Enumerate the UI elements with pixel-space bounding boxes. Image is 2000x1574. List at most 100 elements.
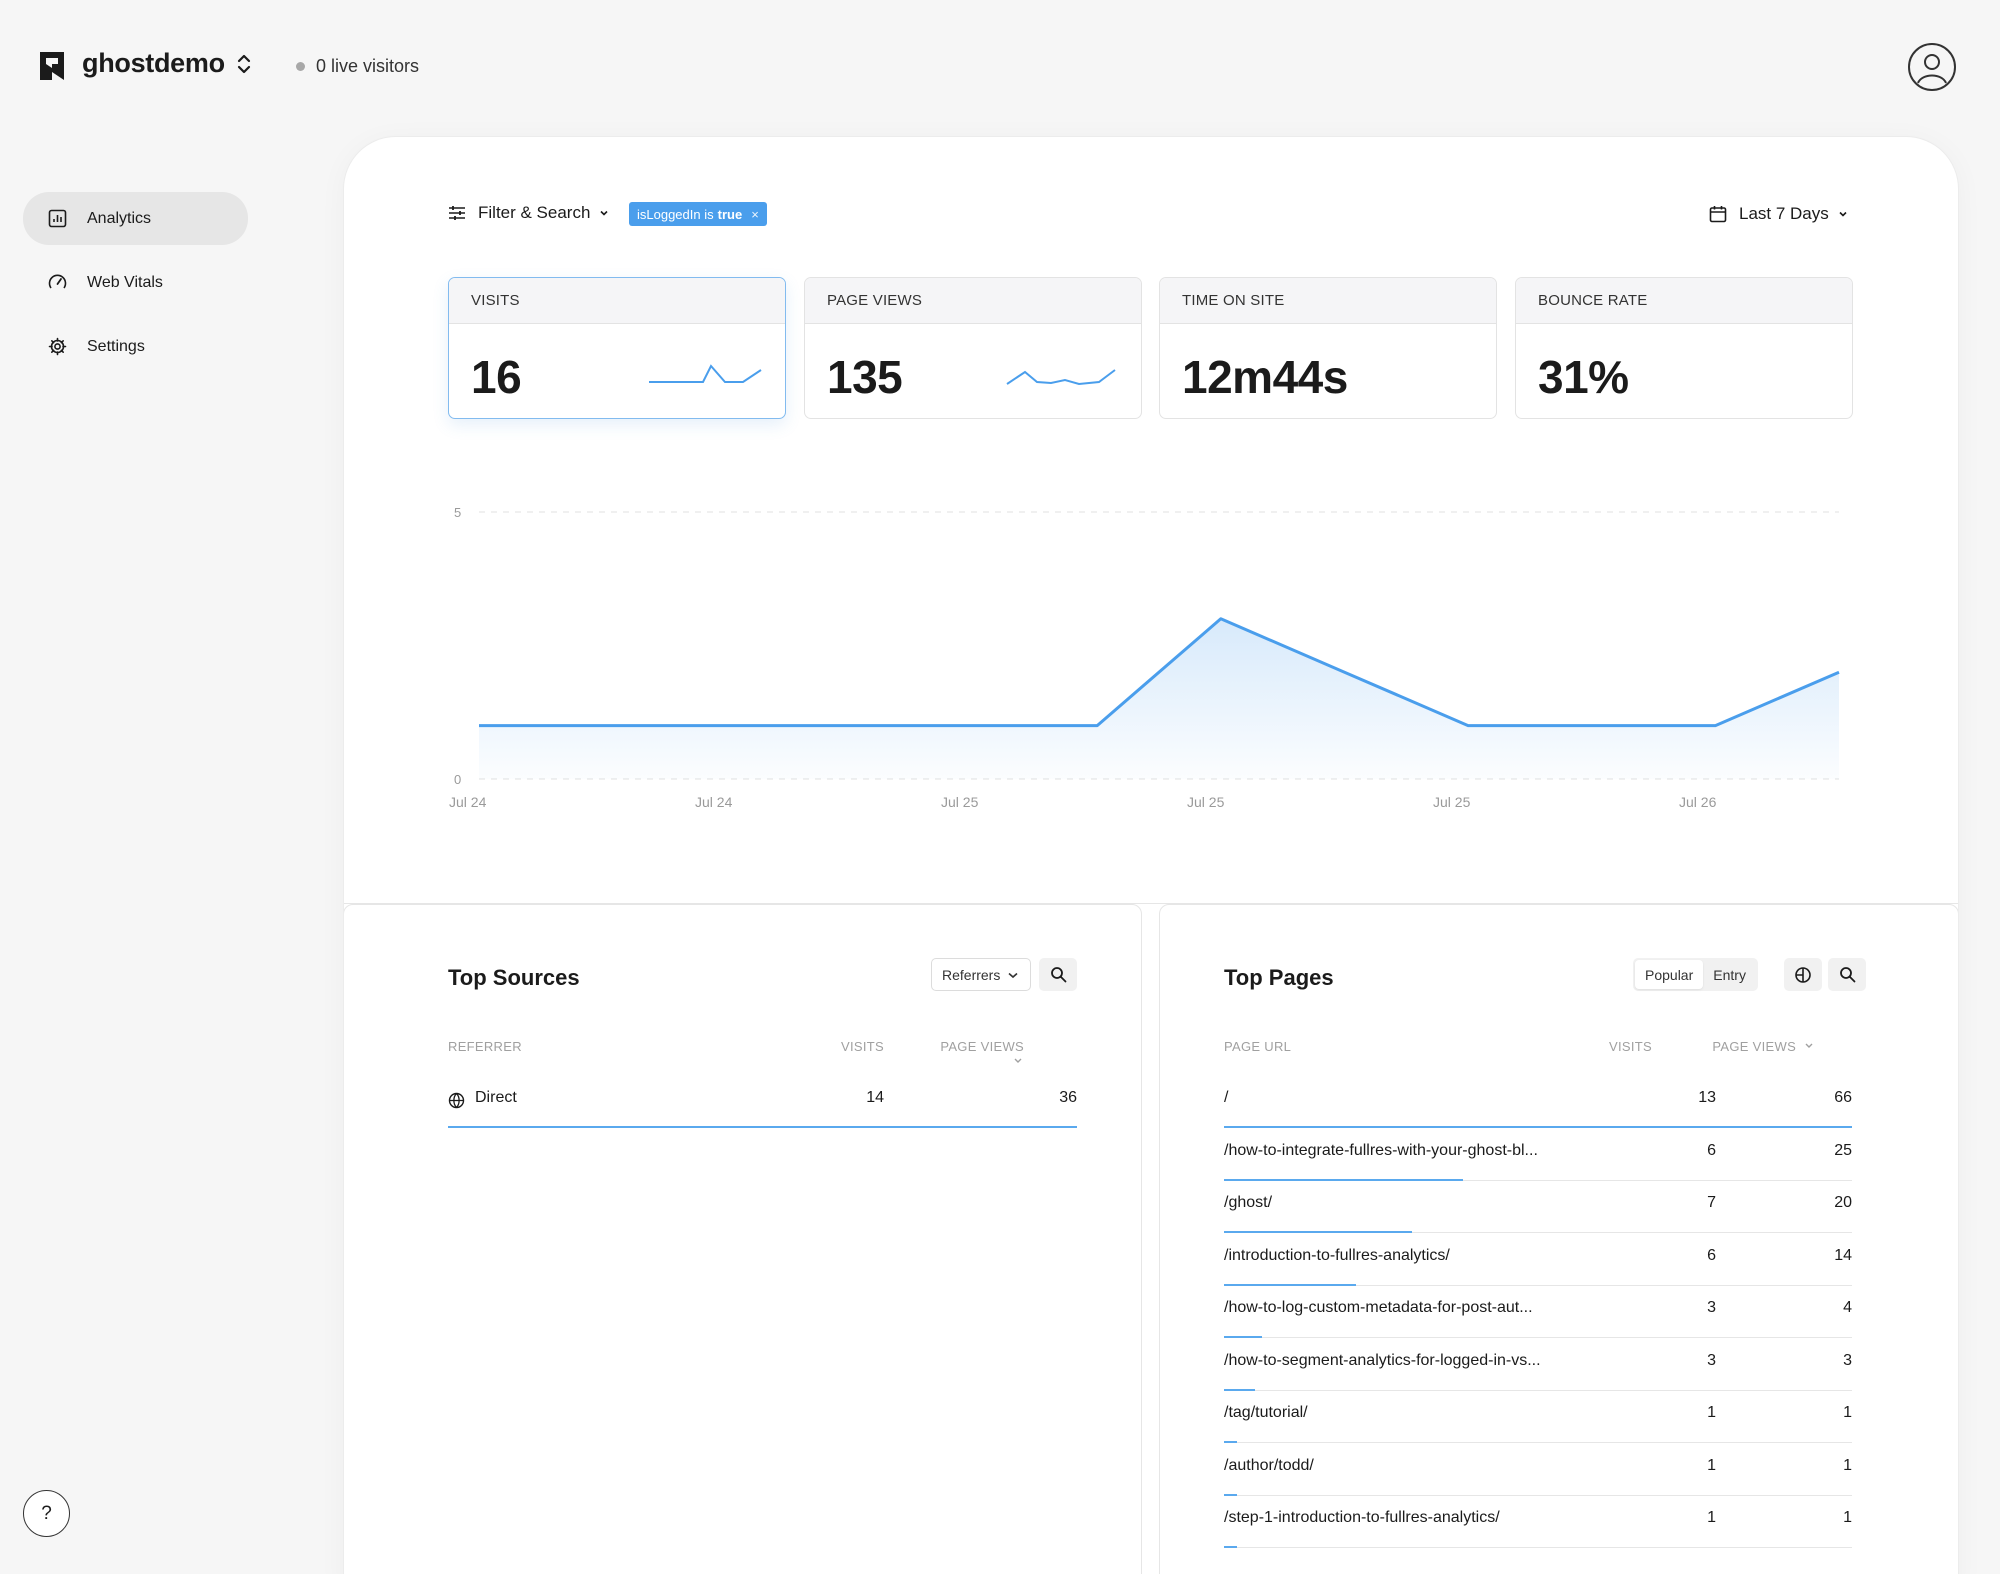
chevron-down-icon bbox=[1805, 1043, 1813, 1048]
row-visits: 3 bbox=[1707, 1351, 1716, 1369]
sidebar-item-web-vitals[interactable]: Web Vitals bbox=[23, 256, 248, 309]
sources-col-page-views[interactable]: PAGE VIEWS bbox=[926, 1039, 1024, 1069]
user-avatar-button[interactable] bbox=[1908, 43, 1956, 91]
row-label: /author/todd/ bbox=[1224, 1456, 1314, 1474]
table-row[interactable]: /how-to-segment-analytics-for-logged-in-… bbox=[1224, 1338, 1852, 1391]
row-visits: 1 bbox=[1707, 1456, 1716, 1474]
table-row[interactable]: /how-to-log-custom-metadata-for-post-aut… bbox=[1224, 1285, 1852, 1338]
pages-filter-button[interactable] bbox=[1784, 958, 1822, 991]
row-divider bbox=[1224, 1284, 1852, 1286]
row-visits: 14 bbox=[866, 1089, 884, 1106]
row-bar bbox=[1224, 1441, 1237, 1443]
stat-label: PAGE VIEWS bbox=[805, 278, 1141, 324]
row-bar bbox=[1224, 1336, 1262, 1338]
table-row[interactable]: /author/todd/1 1 bbox=[1224, 1443, 1852, 1496]
live-dot-icon bbox=[296, 62, 305, 71]
sources-col-page-views-label: PAGE VIEWS bbox=[940, 1039, 1024, 1054]
page-views-sparkline bbox=[1006, 369, 1116, 386]
row-label: /how-to-log-custom-metadata-for-post-aut… bbox=[1224, 1299, 1533, 1316]
row-bar bbox=[1224, 1283, 1356, 1286]
table-row[interactable]: /tag/tutorial/1 1 bbox=[1224, 1390, 1852, 1443]
table-row[interactable]: /step-1-introduction-to-fullres-analytic… bbox=[1224, 1495, 1852, 1548]
pages-col-page-views[interactable]: PAGE VIEWS bbox=[1695, 1039, 1815, 1054]
sidebar-item-settings[interactable]: Settings bbox=[23, 320, 248, 373]
filter-chip-value: true bbox=[717, 206, 743, 222]
pages-col-url: PAGE URL bbox=[1224, 1039, 1292, 1054]
table-row[interactable]: / 13 66 bbox=[1224, 1075, 1852, 1128]
stat-label: BOUNCE RATE bbox=[1516, 278, 1852, 324]
row-bar bbox=[1224, 1126, 1852, 1128]
row-page-views: 1 bbox=[1843, 1404, 1852, 1421]
chart-y-tick-label: 0 bbox=[454, 772, 461, 787]
referrers-select[interactable]: Referrers bbox=[931, 958, 1032, 991]
filter-chip-close-icon[interactable]: × bbox=[751, 206, 759, 222]
globe-icon bbox=[448, 1092, 465, 1109]
filter-search-button[interactable]: Filter & Search bbox=[448, 203, 622, 223]
table-row[interactable]: /ghost/7 20 bbox=[1224, 1180, 1852, 1233]
chart-x-tick-label: Jul 26 bbox=[1679, 794, 1717, 807]
row-divider bbox=[1224, 1547, 1852, 1548]
sources-col-visits: VISITS bbox=[841, 1039, 884, 1054]
row-visits: 7 bbox=[1707, 1194, 1716, 1211]
date-range-button[interactable]: Last 7 Days bbox=[1709, 204, 1849, 224]
user-icon bbox=[1917, 54, 1947, 84]
visits-chart: 5 0 Jul 24 Jul 24 Jul 25 Jul 25 Jul 25 Jul 26 bbox=[449, 505, 1840, 807]
stat-card-visits[interactable]: VISITS 16 bbox=[448, 277, 786, 419]
visits-sparkline bbox=[649, 364, 762, 383]
top-sources-card: Top Sources Referrers REFERRER VISITS PA… bbox=[344, 904, 1142, 1574]
table-row[interactable]: /how-to-integrate-fullres-with-your-ghos… bbox=[1224, 1128, 1852, 1181]
pages-col-visits: VISITS bbox=[1609, 1039, 1652, 1054]
row-divider bbox=[1224, 1232, 1852, 1233]
sidebar-item-label: Analytics bbox=[87, 209, 152, 227]
date-range-label: Last 7 Days bbox=[1739, 204, 1829, 223]
stat-card-page-views[interactable]: PAGE VIEWS 135 bbox=[804, 277, 1142, 419]
row-page-views: 36 bbox=[1059, 1089, 1077, 1106]
pages-search-button[interactable] bbox=[1828, 958, 1866, 991]
row-bar bbox=[1224, 1388, 1256, 1391]
gear-icon bbox=[48, 337, 67, 356]
row-visits: 3 bbox=[1707, 1299, 1716, 1316]
chart-x-tick-label: Jul 25 bbox=[941, 794, 979, 807]
site-switcher[interactable]: ghostdemo bbox=[82, 48, 253, 79]
chevron-down-icon bbox=[1008, 972, 1018, 978]
chart-x-tick-label: Jul 24 bbox=[695, 794, 733, 807]
stat-value: 31% bbox=[1538, 351, 1629, 403]
sources-search-button[interactable] bbox=[1039, 958, 1077, 991]
fullres-logo-icon bbox=[40, 52, 64, 80]
search-icon bbox=[1839, 967, 1855, 983]
pages-mode-popular[interactable]: Popular bbox=[1635, 960, 1704, 989]
table-row[interactable]: /introduction-to-fullres-analytics/6 14 bbox=[1224, 1233, 1852, 1286]
row-divider bbox=[1224, 1494, 1852, 1496]
row-divider bbox=[1224, 1179, 1852, 1181]
row-bar bbox=[448, 1126, 1077, 1128]
row-label: /how-to-segment-analytics-for-logged-in-… bbox=[1224, 1351, 1541, 1369]
live-visitors-label: 0 live visitors bbox=[316, 56, 420, 76]
chevron-down-icon bbox=[1839, 211, 1847, 217]
sidebar-nav: Analytics Web Vitals Settings bbox=[23, 192, 248, 384]
pages-mode-entry[interactable]: Entry bbox=[1713, 966, 1746, 983]
sliders-icon bbox=[449, 206, 465, 220]
row-visits: 1 bbox=[1707, 1404, 1716, 1421]
row-label: /ghost/ bbox=[1224, 1194, 1273, 1211]
row-page-views: 66 bbox=[1834, 1089, 1852, 1106]
row-label: /step-1-introduction-to-fullres-analytic… bbox=[1224, 1509, 1500, 1526]
chevron-up-down-icon bbox=[237, 54, 250, 73]
row-visits: 6 bbox=[1707, 1141, 1716, 1159]
stat-card-bounce-rate[interactable]: BOUNCE RATE 31% bbox=[1515, 277, 1853, 419]
chart-area-fill bbox=[479, 618, 1839, 779]
stat-card-time-on-site[interactable]: TIME ON SITE 12m44s bbox=[1159, 277, 1497, 419]
row-page-views: 20 bbox=[1834, 1194, 1852, 1211]
stat-value: 12m44s bbox=[1182, 351, 1348, 403]
stat-label: TIME ON SITE bbox=[1160, 278, 1496, 324]
row-divider bbox=[1224, 1337, 1852, 1338]
stat-value: 16 bbox=[471, 351, 522, 403]
pages-mode-toggle: Popular Entry bbox=[1633, 958, 1758, 991]
filter-chip[interactable]: isLoggedIn is true × bbox=[629, 202, 767, 226]
referrers-select-label: Referrers bbox=[942, 966, 1001, 983]
top-pages-card: Top Pages Popular Entry PAGE URL VISITS … bbox=[1159, 904, 1958, 1574]
row-visits: 1 bbox=[1707, 1509, 1716, 1526]
top-sources-title: Top Sources bbox=[448, 965, 580, 990]
table-row[interactable]: Direct 14 36 bbox=[448, 1075, 1077, 1128]
sidebar-item-analytics[interactable]: Analytics bbox=[23, 192, 248, 245]
help-button[interactable]: ? bbox=[23, 1490, 70, 1537]
